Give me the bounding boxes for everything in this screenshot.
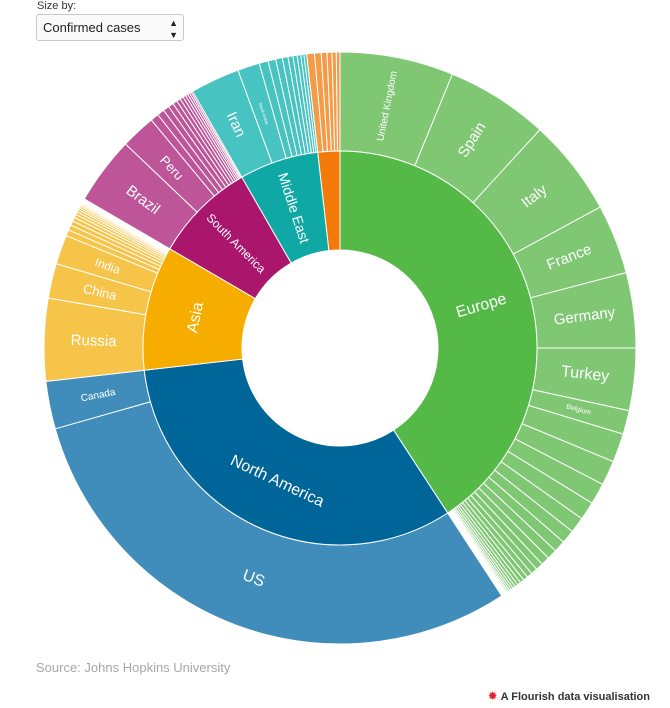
size-by-label: Size by: — [37, 0, 77, 12]
inner-segment-africa[interactable] — [317, 150, 341, 252]
outer-label-russia: Russia — [70, 332, 117, 350]
source-note: Source: Johns Hopkins University — [36, 660, 231, 675]
outer-ring — [43, 51, 637, 645]
outer-label-us: US — [240, 567, 267, 591]
flourish-logo-icon: ✹ — [487, 689, 498, 703]
sunburst-chart: United Kingdom SpainItalyFranceGermanyTur… — [43, 51, 637, 645]
inner-ring — [142, 150, 538, 546]
size-by-select[interactable]: Confirmed cases ▲ ▼ — [36, 14, 184, 41]
flourish-credit[interactable]: ✹ A Flourish data visualisation — [488, 689, 650, 703]
outer-label-turkey: Turkey — [560, 363, 610, 385]
outer-segment-africa-other[interactable] — [335, 51, 341, 152]
inner-segment-europe[interactable] — [339, 150, 538, 514]
inner-label-asia: Asia — [184, 301, 207, 335]
inner-segment-north-america[interactable] — [143, 358, 449, 546]
size-by-selected-value: Confirmed cases — [43, 20, 141, 35]
updown-arrows-icon: ▲ ▼ — [169, 18, 178, 40]
credit-text: A Flourish data visualisation — [500, 691, 650, 703]
